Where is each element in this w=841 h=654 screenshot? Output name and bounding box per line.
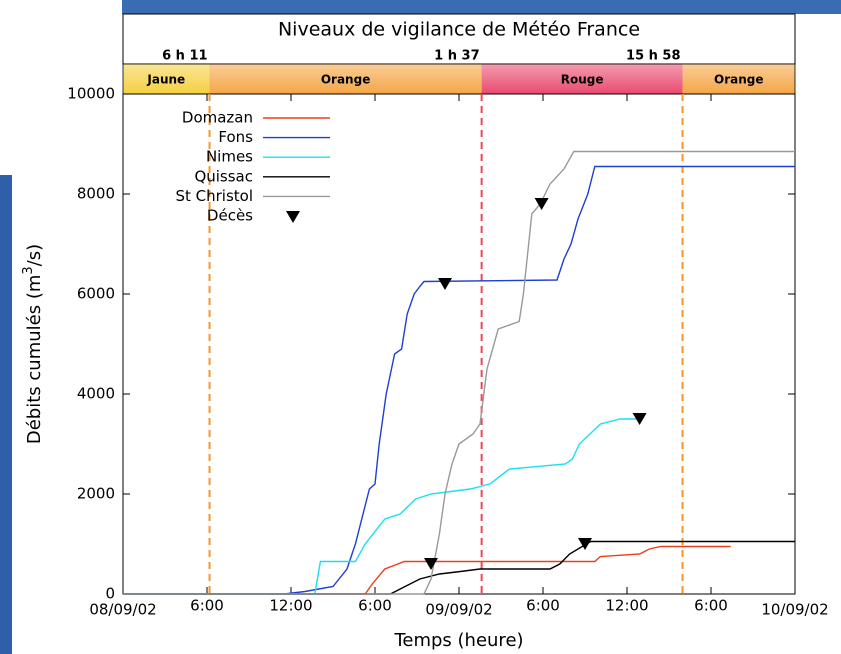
- y-label-sup: 3: [21, 266, 36, 274]
- threshold-label: 6 h 11: [162, 49, 207, 64]
- band-label: Orange: [714, 73, 764, 87]
- deces-marker: [578, 538, 592, 550]
- y-axis-label: Débits cumulés (m3/s): [21, 244, 46, 444]
- legend-label: Quissac: [194, 167, 253, 185]
- y-tick-label: 10000: [67, 85, 115, 103]
- x-tick-label: 08/09/02: [89, 601, 156, 619]
- x-tick-label: 09/09/02: [425, 601, 492, 619]
- threshold-label: 15 h 58: [626, 49, 681, 64]
- y-tick-label: 4000: [77, 385, 115, 403]
- y-tick-label: 2000: [77, 485, 115, 503]
- side-strip: [0, 175, 12, 654]
- legend-label: Nimes: [206, 148, 253, 166]
- deces-marker: [438, 278, 452, 290]
- y-label-part: Débits cumulés (m: [24, 275, 45, 445]
- band-shine: [209, 64, 482, 94]
- x-tick-label: 6:00: [526, 597, 560, 615]
- series-line: [123, 540, 795, 595]
- series-line: [123, 545, 731, 595]
- deces-marker: [424, 558, 438, 570]
- title-box: [122, 13, 796, 65]
- y-label-part: /s): [24, 244, 45, 266]
- legend-marker: [286, 211, 300, 223]
- x-tick-label: 6:00: [694, 597, 728, 615]
- series-line: [123, 418, 639, 595]
- deces-marker: [534, 198, 549, 210]
- x-tick-label: 6:00: [190, 597, 224, 615]
- deces-marker: [632, 413, 647, 425]
- x-tick-label: 12:00: [605, 597, 648, 615]
- series-line: [123, 165, 795, 595]
- y-tick-label: 0: [105, 585, 115, 603]
- legend-label: Décès: [207, 207, 253, 225]
- band-label: Rouge: [561, 73, 604, 87]
- band-shine: [682, 64, 795, 94]
- series-line: [123, 150, 795, 595]
- x-tick-label: 10/09/02: [761, 601, 828, 619]
- legend-label: St Christol: [175, 187, 253, 205]
- legend-label: Fons: [218, 128, 253, 146]
- legend-label: Domazan: [182, 109, 253, 127]
- band-label: Orange: [321, 73, 371, 87]
- x-tick-label: 12:00: [269, 597, 312, 615]
- chart-title: Niveaux de vigilance de Météo France: [278, 19, 640, 41]
- threshold-label: 1 h 37: [434, 49, 479, 64]
- band-shine: [123, 64, 210, 94]
- x-tick-label: 6:00: [358, 597, 392, 615]
- band-label: Jaune: [146, 73, 185, 87]
- banner: [122, 0, 841, 14]
- y-tick-label: 6000: [77, 285, 115, 303]
- band-shine: [481, 64, 683, 94]
- x-axis-label: Temps (heure): [393, 630, 523, 651]
- y-tick-label: 8000: [77, 185, 115, 203]
